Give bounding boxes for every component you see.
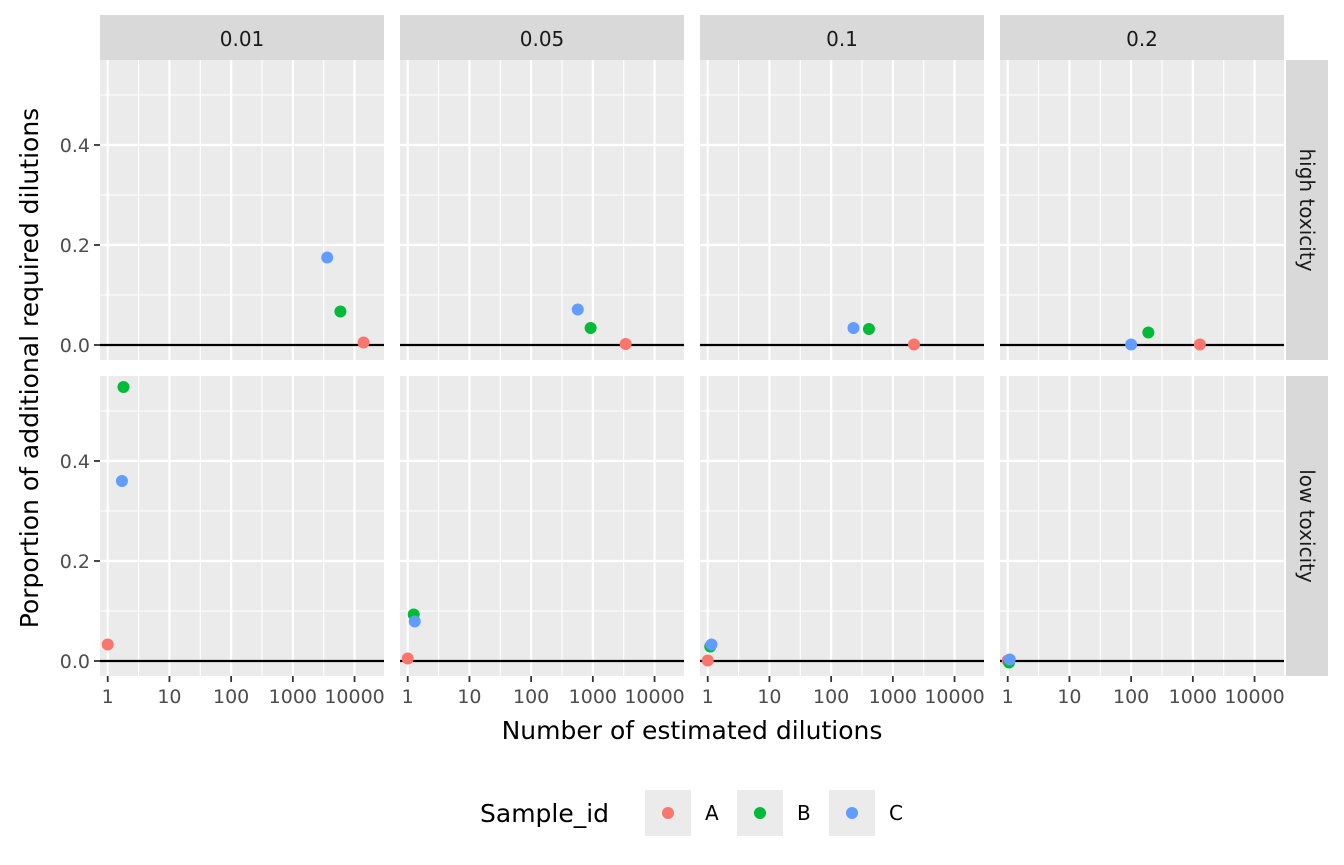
x-tick-label: 10000	[924, 686, 984, 708]
x-tick-label: 1000	[1169, 686, 1217, 708]
panel-background	[100, 376, 384, 676]
legend-key-point	[846, 807, 858, 819]
data-point-c	[847, 322, 860, 334]
x-tick-label: 100	[1113, 686, 1149, 708]
x-tick-label: 10	[757, 686, 781, 708]
legend-entry-a: A	[645, 790, 719, 836]
x-tick-label: 1	[102, 686, 114, 708]
panel-background	[400, 376, 684, 676]
data-point-c	[115, 475, 128, 487]
facet-panel	[1000, 376, 1284, 676]
data-point-a	[357, 336, 370, 349]
x-tick-label: 1	[702, 686, 714, 708]
x-tick-label: 10000	[624, 686, 684, 708]
facet-row-strip: low toxicity	[1286, 376, 1328, 676]
facet-col-strip: 0.2	[1000, 15, 1284, 60]
panel-background	[1000, 60, 1284, 360]
x-tick-label: 1000	[269, 686, 317, 708]
x-tick-label: 10	[457, 686, 481, 708]
x-tick-label: 100	[813, 686, 849, 708]
facet-panel	[100, 376, 384, 676]
panel-background	[700, 60, 984, 360]
facet-col-strip-bg	[400, 15, 684, 60]
y-tick-label: 0.2	[60, 235, 90, 257]
y-axis-title: Porportion of additional required diluti…	[15, 108, 44, 628]
y-tick-label: 0.2	[60, 551, 90, 573]
facet-col-strip-bg	[1000, 15, 1284, 60]
facet-col-label: 0.1	[826, 27, 858, 51]
legend-key-point	[754, 807, 766, 819]
facet-col-strip: 0.05	[400, 15, 684, 60]
x-tick-label: 1000	[569, 686, 617, 708]
x-tick-label: 10	[1057, 686, 1081, 708]
x-axis: 1 10 100 1000 10000 1 10 100 1000 10000 1 10 100 1000…	[102, 676, 1285, 708]
x-tick-label: 10000	[324, 686, 384, 708]
data-point-c	[571, 303, 584, 316]
data-point-c	[1003, 653, 1016, 666]
facet-panel	[700, 60, 984, 360]
y-tick-label: 0.4	[60, 135, 90, 157]
facet-panel	[400, 376, 684, 676]
facet-panel	[1000, 60, 1284, 360]
legend-label: C	[889, 801, 903, 825]
x-tick-label: 1	[1002, 686, 1014, 708]
facet-panel	[400, 60, 684, 360]
legend-key-point	[662, 807, 674, 819]
facet-row-strip: high toxicity	[1286, 60, 1328, 360]
data-point-a	[101, 638, 114, 651]
x-tick-label: 10000	[1224, 686, 1284, 708]
data-point-c	[1125, 338, 1138, 351]
panel-background	[400, 60, 684, 360]
facet-col-strip: 0.01	[100, 15, 384, 60]
data-point-c	[705, 638, 718, 651]
facet-col-strip-bg	[100, 15, 384, 60]
facet-col-label: 0.01	[220, 27, 265, 51]
y-tick-label: 0.4	[60, 451, 90, 473]
y-tick-label: 0.0	[60, 335, 90, 357]
data-point-a	[701, 654, 714, 667]
facet-col-label: 0.05	[520, 27, 565, 51]
data-point-c	[321, 251, 334, 264]
x-tick-label: 1000	[869, 686, 917, 708]
data-point-b	[334, 305, 347, 318]
panel-background	[700, 376, 984, 676]
data-point-b	[584, 322, 597, 334]
data-points	[101, 251, 1206, 669]
data-point-a	[1193, 338, 1206, 351]
facet-row-strip-bg	[1286, 60, 1328, 360]
data-point-a	[619, 338, 632, 350]
data-point-a	[907, 338, 920, 351]
x-tick-label: 10	[157, 686, 181, 708]
legend-entry-c: C	[829, 790, 903, 836]
data-point-b	[862, 323, 875, 335]
facet-col-label: 0.2	[1126, 27, 1158, 51]
facet-row-strip-bg	[1286, 376, 1328, 676]
x-axis-title: Number of estimated dilutions	[502, 716, 883, 745]
data-point-b	[117, 381, 130, 393]
x-tick-label: 100	[213, 686, 249, 708]
facet-row-label: low toxicity	[1295, 469, 1319, 583]
data-point-a	[401, 652, 414, 665]
legend-label: A	[705, 801, 719, 825]
y-tick-label: 0.0	[60, 651, 90, 673]
legend-label: B	[797, 801, 811, 825]
facet-panel	[700, 376, 984, 676]
facet-col-strip: 0.1	[700, 15, 984, 60]
facet-row-label: high toxicity	[1295, 148, 1319, 271]
legend-title: Sample_id	[480, 799, 609, 828]
legend: Sample_id A B C	[480, 790, 903, 836]
x-tick-label: 100	[513, 686, 549, 708]
facet-col-strip-bg	[700, 15, 984, 60]
x-tick-label: 1	[402, 686, 414, 708]
facet-panels: 0.01 0.05 0.1 0.2 high toxicity low toxicity	[100, 15, 1328, 676]
panel-background	[1000, 376, 1284, 676]
data-point-b	[1142, 326, 1155, 339]
y-axis: 0.0 0.2 0.4 0.0 0.2 0.4	[60, 135, 100, 673]
data-point-c	[408, 615, 421, 628]
legend-entry-b: B	[737, 790, 811, 836]
